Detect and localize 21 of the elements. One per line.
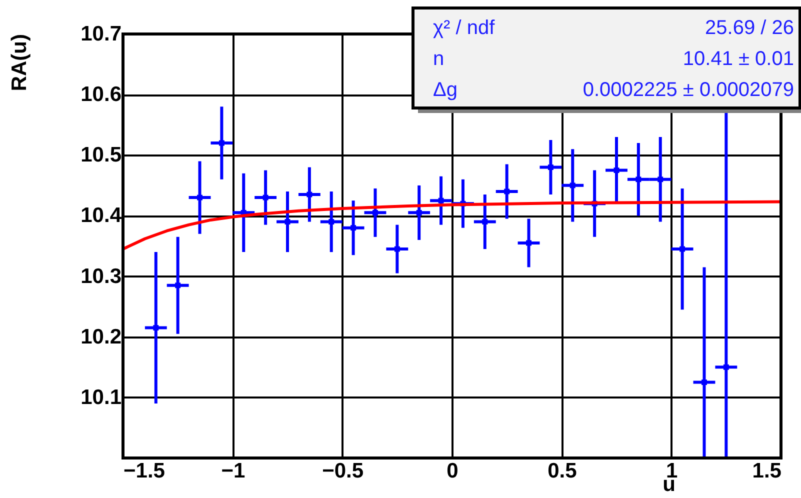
y-tick-label: 10.6 — [80, 83, 122, 106]
y-axis-title: RA(u) — [8, 34, 31, 92]
y-tick-label: 10.3 — [80, 264, 122, 288]
x-tick-label: −1 — [221, 460, 246, 482]
annotation: 10.41 ± 0.01 — [682, 48, 794, 70]
annotation: Δg — [433, 79, 458, 101]
y-tick-label: 10.4 — [80, 204, 122, 228]
annotation: 25.69 / 26 — [705, 17, 794, 39]
y-tick-label: 10.7 — [80, 22, 122, 46]
line-series — [122, 200, 782, 251]
x-tick-label: 0.5 — [548, 460, 578, 482]
y-tick-label: 10.2 — [80, 325, 122, 348]
x-tick-label: −1.5 — [124, 460, 166, 482]
annotation: 0.0002225 ± 0.0002079 — [582, 79, 794, 101]
x-tick-label: 0 — [446, 460, 458, 482]
x-tick-label: 1.5 — [752, 460, 782, 482]
annotation: n — [433, 48, 444, 70]
x-tick-label: −0.5 — [322, 460, 364, 482]
y-tick-label: 10.1 — [80, 386, 122, 409]
y-tick-label: 10.5 — [80, 144, 122, 167]
annotation: χ² / ndf — [433, 17, 496, 39]
